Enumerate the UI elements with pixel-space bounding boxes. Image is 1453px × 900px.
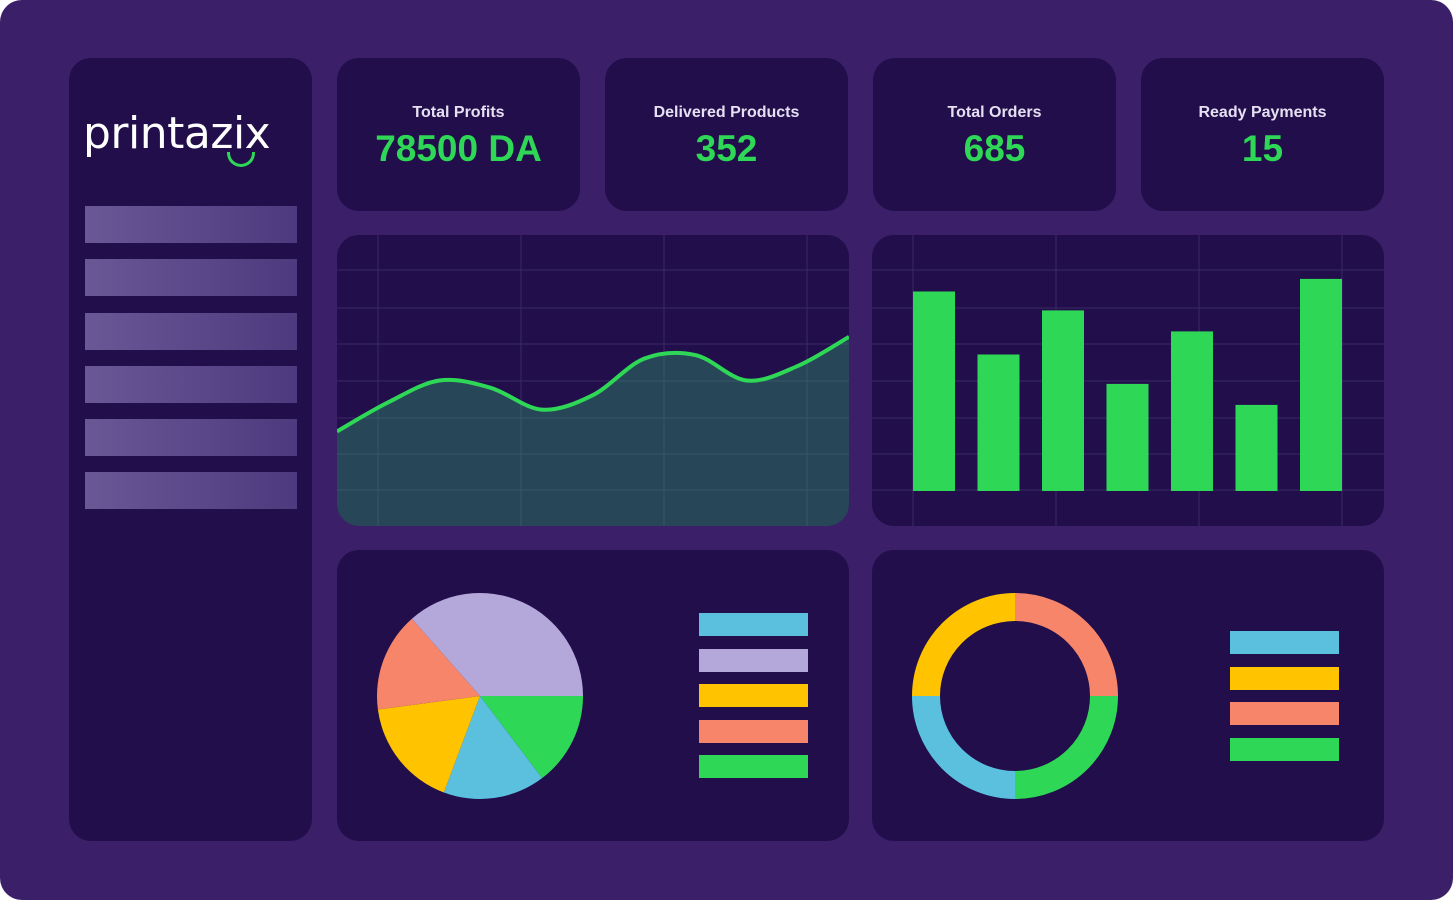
kpi-card-delivered-products[interactable]: Delivered Products 352 <box>605 58 848 211</box>
bar-6[interactable] <box>1235 404 1278 491</box>
pie-slice-1[interactable] <box>411 593 583 696</box>
sidebar-item-2[interactable] <box>85 259 297 296</box>
kpi-label: Ready Payments <box>1198 104 1327 121</box>
sidebar-item-5[interactable] <box>85 419 297 456</box>
area-chart <box>337 235 849 526</box>
pie-chart-panel <box>337 550 849 841</box>
brand-logo: printazix <box>83 108 303 178</box>
pie-slice-3[interactable] <box>443 696 543 799</box>
kpi-label: Delivered Products <box>653 104 800 121</box>
kpi-card-total-orders[interactable]: Total Orders 685 <box>873 58 1116 211</box>
donut-segment-3[interactable] <box>912 695 1016 799</box>
sidebar: printazix <box>69 58 312 841</box>
logo-text: printazix <box>83 108 271 159</box>
bar-7[interactable] <box>1300 278 1342 491</box>
legend-item-2 <box>1230 666 1339 690</box>
area-chart-grid <box>337 235 849 526</box>
bar-4[interactable] <box>1106 383 1149 491</box>
logo-smile-icon <box>227 152 255 167</box>
kpi-value: 352 <box>695 128 758 169</box>
bar-2[interactable] <box>977 354 1020 492</box>
legend-item-4 <box>1230 737 1339 761</box>
sidebar-item-1[interactable] <box>85 206 297 243</box>
pie-slice-2[interactable] <box>480 696 583 779</box>
sidebar-item-6[interactable] <box>85 472 297 509</box>
area-chart-fill <box>337 336 849 526</box>
legend-item-3 <box>699 684 808 707</box>
donut-chart-panel <box>872 550 1384 841</box>
legend-item-5 <box>699 755 808 778</box>
bar-chart-panel <box>872 235 1384 526</box>
area-chart-line <box>337 335 849 434</box>
pie-slice-5[interactable] <box>377 618 480 710</box>
pie-chart <box>377 593 583 799</box>
donut-segment-2[interactable] <box>1014 695 1118 799</box>
legend-item-2 <box>699 648 808 672</box>
sidebar-item-4[interactable] <box>85 366 297 403</box>
kpi-value: 15 <box>1241 128 1284 169</box>
kpi-label: Total Orders <box>947 104 1042 121</box>
bar-5[interactable] <box>1171 331 1213 491</box>
kpi-card-ready-payments[interactable]: Ready Payments 15 <box>1141 58 1384 211</box>
legend-item-1 <box>699 613 808 636</box>
bar-3[interactable] <box>1042 310 1084 491</box>
donut-chart <box>912 593 1118 799</box>
donut-segment-4[interactable] <box>912 593 1016 697</box>
kpi-value: 78500 DA <box>375 128 542 169</box>
bar-chart-bars <box>913 278 1342 492</box>
pie-slice-4[interactable] <box>377 696 480 793</box>
kpi-card-total-profits[interactable]: Total Profits 78500 DA <box>337 58 580 211</box>
bar-1[interactable] <box>913 291 955 492</box>
bar-chart <box>872 235 1384 526</box>
sidebar-item-3[interactable] <box>85 313 297 350</box>
kpi-value: 685 <box>963 128 1026 169</box>
legend-item-1 <box>1230 631 1339 654</box>
legend-item-3 <box>1230 702 1339 725</box>
area-chart-panel <box>337 235 849 526</box>
kpi-label: Total Profits <box>412 104 505 121</box>
donut-segment-1[interactable] <box>1014 593 1118 697</box>
legend-item-4 <box>699 719 808 743</box>
